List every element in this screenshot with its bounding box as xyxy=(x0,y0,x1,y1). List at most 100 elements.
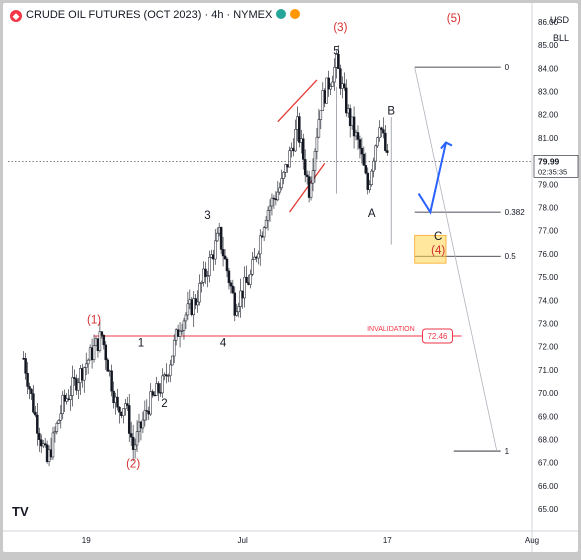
wave-label: C xyxy=(434,231,442,243)
candle-body xyxy=(88,347,92,361)
candle-body xyxy=(286,164,289,168)
invalidation-value-box xyxy=(422,328,454,344)
y-tick-label: 84.00 xyxy=(538,64,559,73)
candle-body xyxy=(22,358,25,360)
candle-body xyxy=(315,136,319,152)
candle-body xyxy=(298,116,301,143)
candle-body xyxy=(288,150,291,168)
y-tick-label: 74.00 xyxy=(538,296,559,305)
candle-body xyxy=(309,182,313,198)
chart-background xyxy=(3,3,578,552)
candle-body xyxy=(346,108,350,114)
candle-body xyxy=(364,165,368,174)
candle-body xyxy=(34,411,37,416)
candle-body xyxy=(233,292,237,316)
candle-body xyxy=(133,444,137,450)
candle-body xyxy=(118,406,121,413)
candle-body xyxy=(81,368,84,381)
candle-body xyxy=(300,138,303,143)
invalidation-value-label: 72.46 xyxy=(427,332,448,341)
candle-body xyxy=(214,240,217,260)
candle-body xyxy=(182,320,186,331)
candle-body xyxy=(49,449,53,458)
currency-label[interactable]: USD xyxy=(549,15,569,25)
candle-body xyxy=(94,338,98,346)
candle-body xyxy=(161,375,164,394)
candle-body xyxy=(67,398,70,400)
candle-body xyxy=(321,90,325,112)
last-price-label: 79.99 xyxy=(538,156,560,166)
y-tick-label: 69.00 xyxy=(538,412,559,421)
candle-body xyxy=(174,329,178,341)
candle-body xyxy=(215,232,219,242)
candle-body xyxy=(41,443,45,447)
y-tick-label: 81.00 xyxy=(538,134,559,143)
wave-label: (5) xyxy=(447,13,461,25)
candle-body xyxy=(102,334,106,346)
y-tick-label: 77.00 xyxy=(538,227,559,236)
fib-level-label: 1 xyxy=(505,447,510,456)
candle-body xyxy=(45,444,49,462)
chart-header: ◆ CRUDE OIL FUTURES (OCT 2023) · 4h · NYM… xyxy=(10,9,301,22)
y-tick-label: 78.00 xyxy=(538,204,559,213)
channel-line[interactable] xyxy=(277,79,318,123)
candle-body xyxy=(343,83,346,89)
candle-body xyxy=(360,147,364,155)
candle-body xyxy=(165,374,168,377)
candle-body xyxy=(196,301,199,306)
wave-label: (2) xyxy=(126,458,140,470)
candle-body xyxy=(337,54,340,69)
y-tick-label: 67.00 xyxy=(538,459,559,468)
target-zone[interactable] xyxy=(414,234,447,264)
candle-body xyxy=(135,431,139,446)
projection-arrowhead xyxy=(440,141,453,150)
candle-body xyxy=(382,129,385,134)
candle-body xyxy=(124,403,127,410)
candle-body xyxy=(59,413,63,421)
candle-body xyxy=(200,282,203,284)
candle-body xyxy=(188,299,192,305)
wave-label: 1 xyxy=(138,338,144,350)
candle-body xyxy=(53,431,57,434)
y-tick-label: 86.00 xyxy=(538,18,559,27)
candle-body xyxy=(255,256,258,259)
candle-body xyxy=(378,127,381,138)
candle-body xyxy=(26,373,29,387)
candle-body xyxy=(319,110,323,120)
candle-body xyxy=(227,270,231,284)
candle-body xyxy=(210,254,213,258)
candle-body xyxy=(192,298,195,315)
candle-body xyxy=(380,127,383,130)
wave-label: B xyxy=(387,106,395,118)
candle-body xyxy=(114,396,117,404)
y-tick-label: 66.00 xyxy=(538,482,559,491)
candle-body xyxy=(266,210,270,221)
candle-body xyxy=(245,276,248,283)
candle-body xyxy=(331,81,334,87)
projection-path[interactable] xyxy=(417,142,447,215)
candle-body xyxy=(190,299,194,315)
fib-level-label: 0 xyxy=(505,63,510,72)
candle-body xyxy=(350,116,354,126)
candle-body xyxy=(36,414,39,434)
candle-body xyxy=(137,421,141,432)
candle-body xyxy=(120,412,123,416)
unit-label[interactable]: BLL xyxy=(552,33,569,43)
fib-level-label: 0.5 xyxy=(505,252,517,261)
wave-label: 3 xyxy=(204,210,210,222)
candle-body xyxy=(251,259,254,275)
wave-label: 5 xyxy=(333,45,339,57)
candle-body xyxy=(194,298,197,306)
candle-body xyxy=(257,253,260,259)
candle-body xyxy=(341,83,344,89)
x-tick-label: Aug xyxy=(525,536,539,545)
candle-body xyxy=(126,403,129,406)
candle-body xyxy=(145,410,149,412)
candle-body xyxy=(292,147,295,152)
candle-body xyxy=(84,363,88,368)
candle-body xyxy=(258,235,262,255)
channel-line[interactable] xyxy=(289,163,326,213)
candle-body xyxy=(221,249,225,257)
candle-body xyxy=(104,344,108,361)
